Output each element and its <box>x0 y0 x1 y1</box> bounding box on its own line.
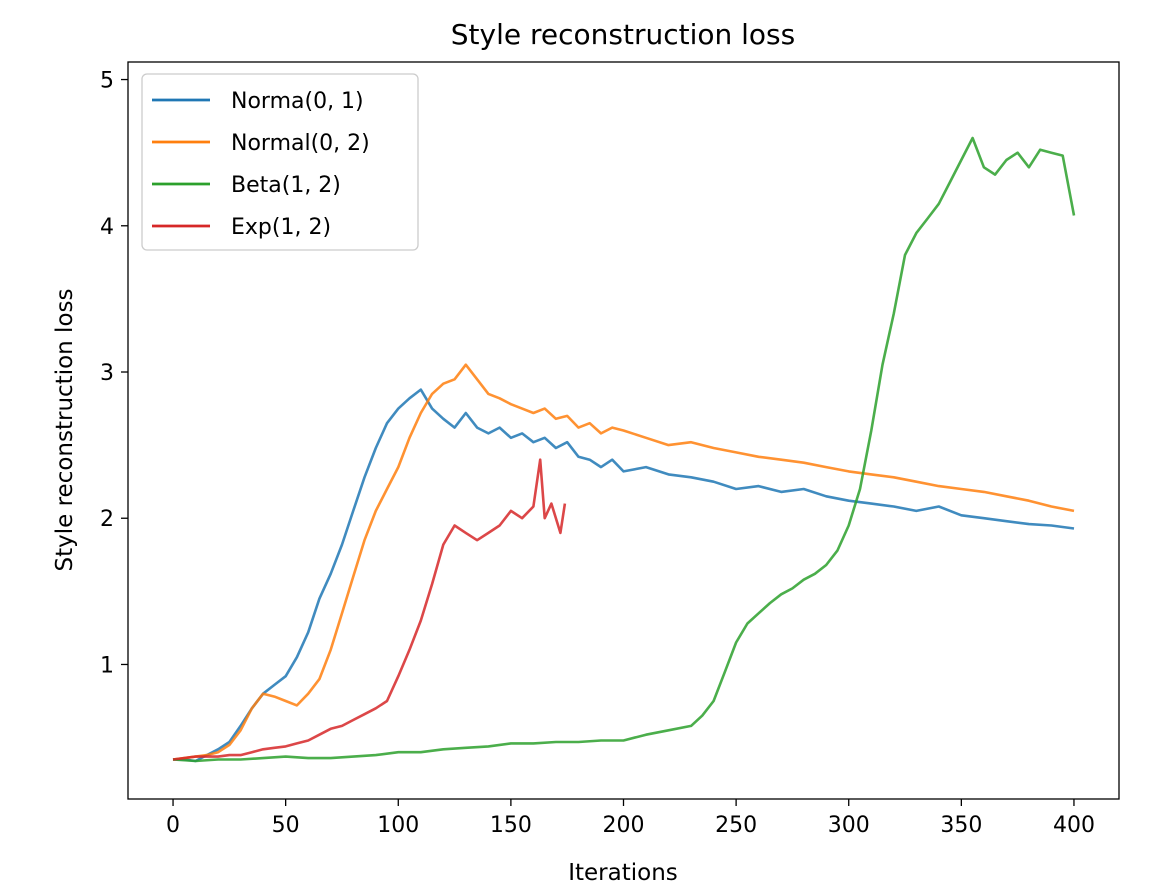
x-axis-label: Iterations <box>568 860 678 886</box>
y-tick-label-3: 4 <box>100 215 114 240</box>
y-axis-label: Style reconstruction loss <box>52 289 78 572</box>
y-tick-label-0: 1 <box>100 653 114 678</box>
x-tick-label-4: 200 <box>603 813 645 838</box>
series-line-1 <box>173 388 1075 763</box>
x-tick-label-3: 150 <box>490 813 532 838</box>
series-line-2 <box>172 363 1075 761</box>
legend-label-1: Norma(0, 1) <box>231 89 364 114</box>
y-tick-label-2: 3 <box>100 361 114 386</box>
legend: Norma(0, 1) Normal(0, 2) Beta(1, 2) Exp(1, … <box>141 73 419 251</box>
x-tick-label-7: 350 <box>940 813 982 838</box>
x-tick-label-5: 250 <box>715 813 757 838</box>
legend-label-3: Beta(1, 2) <box>231 173 341 198</box>
x-tick-label-0: 0 <box>166 813 180 838</box>
series-line-4 <box>172 458 567 761</box>
legend-label-4: Exp(1, 2) <box>231 215 331 240</box>
legend-box <box>141 73 419 251</box>
x-tick-label-1: 50 <box>272 813 300 838</box>
x-tick-label-2: 100 <box>377 813 419 838</box>
legend-label-2: Normal(0, 2) <box>231 131 370 156</box>
x-tick-label-8: 400 <box>1053 813 1095 838</box>
chart-title: Style reconstruction loss <box>451 18 795 51</box>
axes-layer: 0 50 100 150 200 250 300 350 400 1 2 3 4 5 <box>100 69 1095 838</box>
series-line-3 <box>172 136 1076 763</box>
y-tick-label-1: 2 <box>100 507 114 532</box>
y-tick-label-4: 5 <box>100 69 114 94</box>
series-layer <box>172 136 1076 763</box>
x-tick-label-6: 300 <box>828 813 870 838</box>
